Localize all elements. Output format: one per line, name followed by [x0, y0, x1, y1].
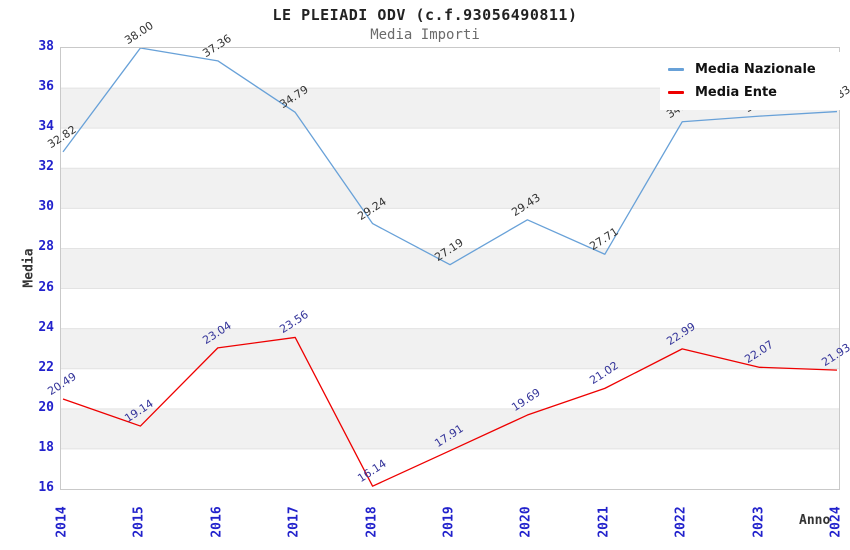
x-tick-label: 2020	[518, 506, 534, 538]
y-tick-label: 36	[38, 79, 54, 95]
x-tick-label: 2018	[364, 506, 380, 538]
y-tick-label: 30	[38, 199, 54, 215]
y-tick-label: 24	[38, 319, 54, 335]
chart-title: LE PLEIADI ODV (c.f.93056490811)	[272, 6, 578, 24]
series-line-ente	[62, 336, 838, 487]
band	[61, 248, 839, 289]
y-tick-label: 18	[38, 439, 54, 455]
legend-item-label: Media Nazionale	[695, 62, 816, 77]
legend: Media Nazionale Media Ente	[660, 52, 840, 110]
legend-swatch	[668, 91, 684, 94]
y-tick-label: 26	[38, 279, 54, 295]
x-tick-label: 2019	[441, 506, 457, 538]
y-tick-label: 16	[38, 480, 54, 495]
x-tick-label: 2024	[828, 506, 844, 538]
x-tick-label: 2022	[673, 506, 689, 538]
legend-swatch	[668, 68, 684, 71]
y-tick-label: 20	[38, 399, 54, 415]
y-tick-label: 38	[38, 39, 54, 54]
x-tick-label: 2023	[751, 506, 767, 538]
legend-item: Media Nazionale	[668, 58, 836, 81]
x-tick-label: 2015	[131, 506, 147, 538]
y-axis-title: Media	[21, 248, 37, 288]
y-tick-label: 22	[38, 359, 54, 375]
legend-item: Media Ente	[668, 81, 836, 104]
band	[61, 168, 839, 209]
plot-svg	[61, 48, 839, 487]
y-tick-label: 28	[38, 239, 54, 255]
x-axis-title: Anno	[799, 513, 831, 528]
band	[61, 408, 839, 449]
y-tick-label: 34	[38, 119, 54, 135]
chart-subtitle: Media Importi	[370, 27, 480, 43]
x-tick-label: 2021	[596, 506, 612, 538]
series-line-nazionale	[62, 48, 838, 266]
legend-item-label: Media Ente	[695, 85, 777, 100]
x-tick-label: 2016	[209, 506, 225, 538]
x-tick-label: 2017	[286, 506, 302, 538]
x-tick-label: 2014	[54, 506, 70, 538]
plot-area	[60, 47, 840, 490]
y-tick-label: 32	[38, 159, 54, 175]
band	[61, 328, 839, 369]
